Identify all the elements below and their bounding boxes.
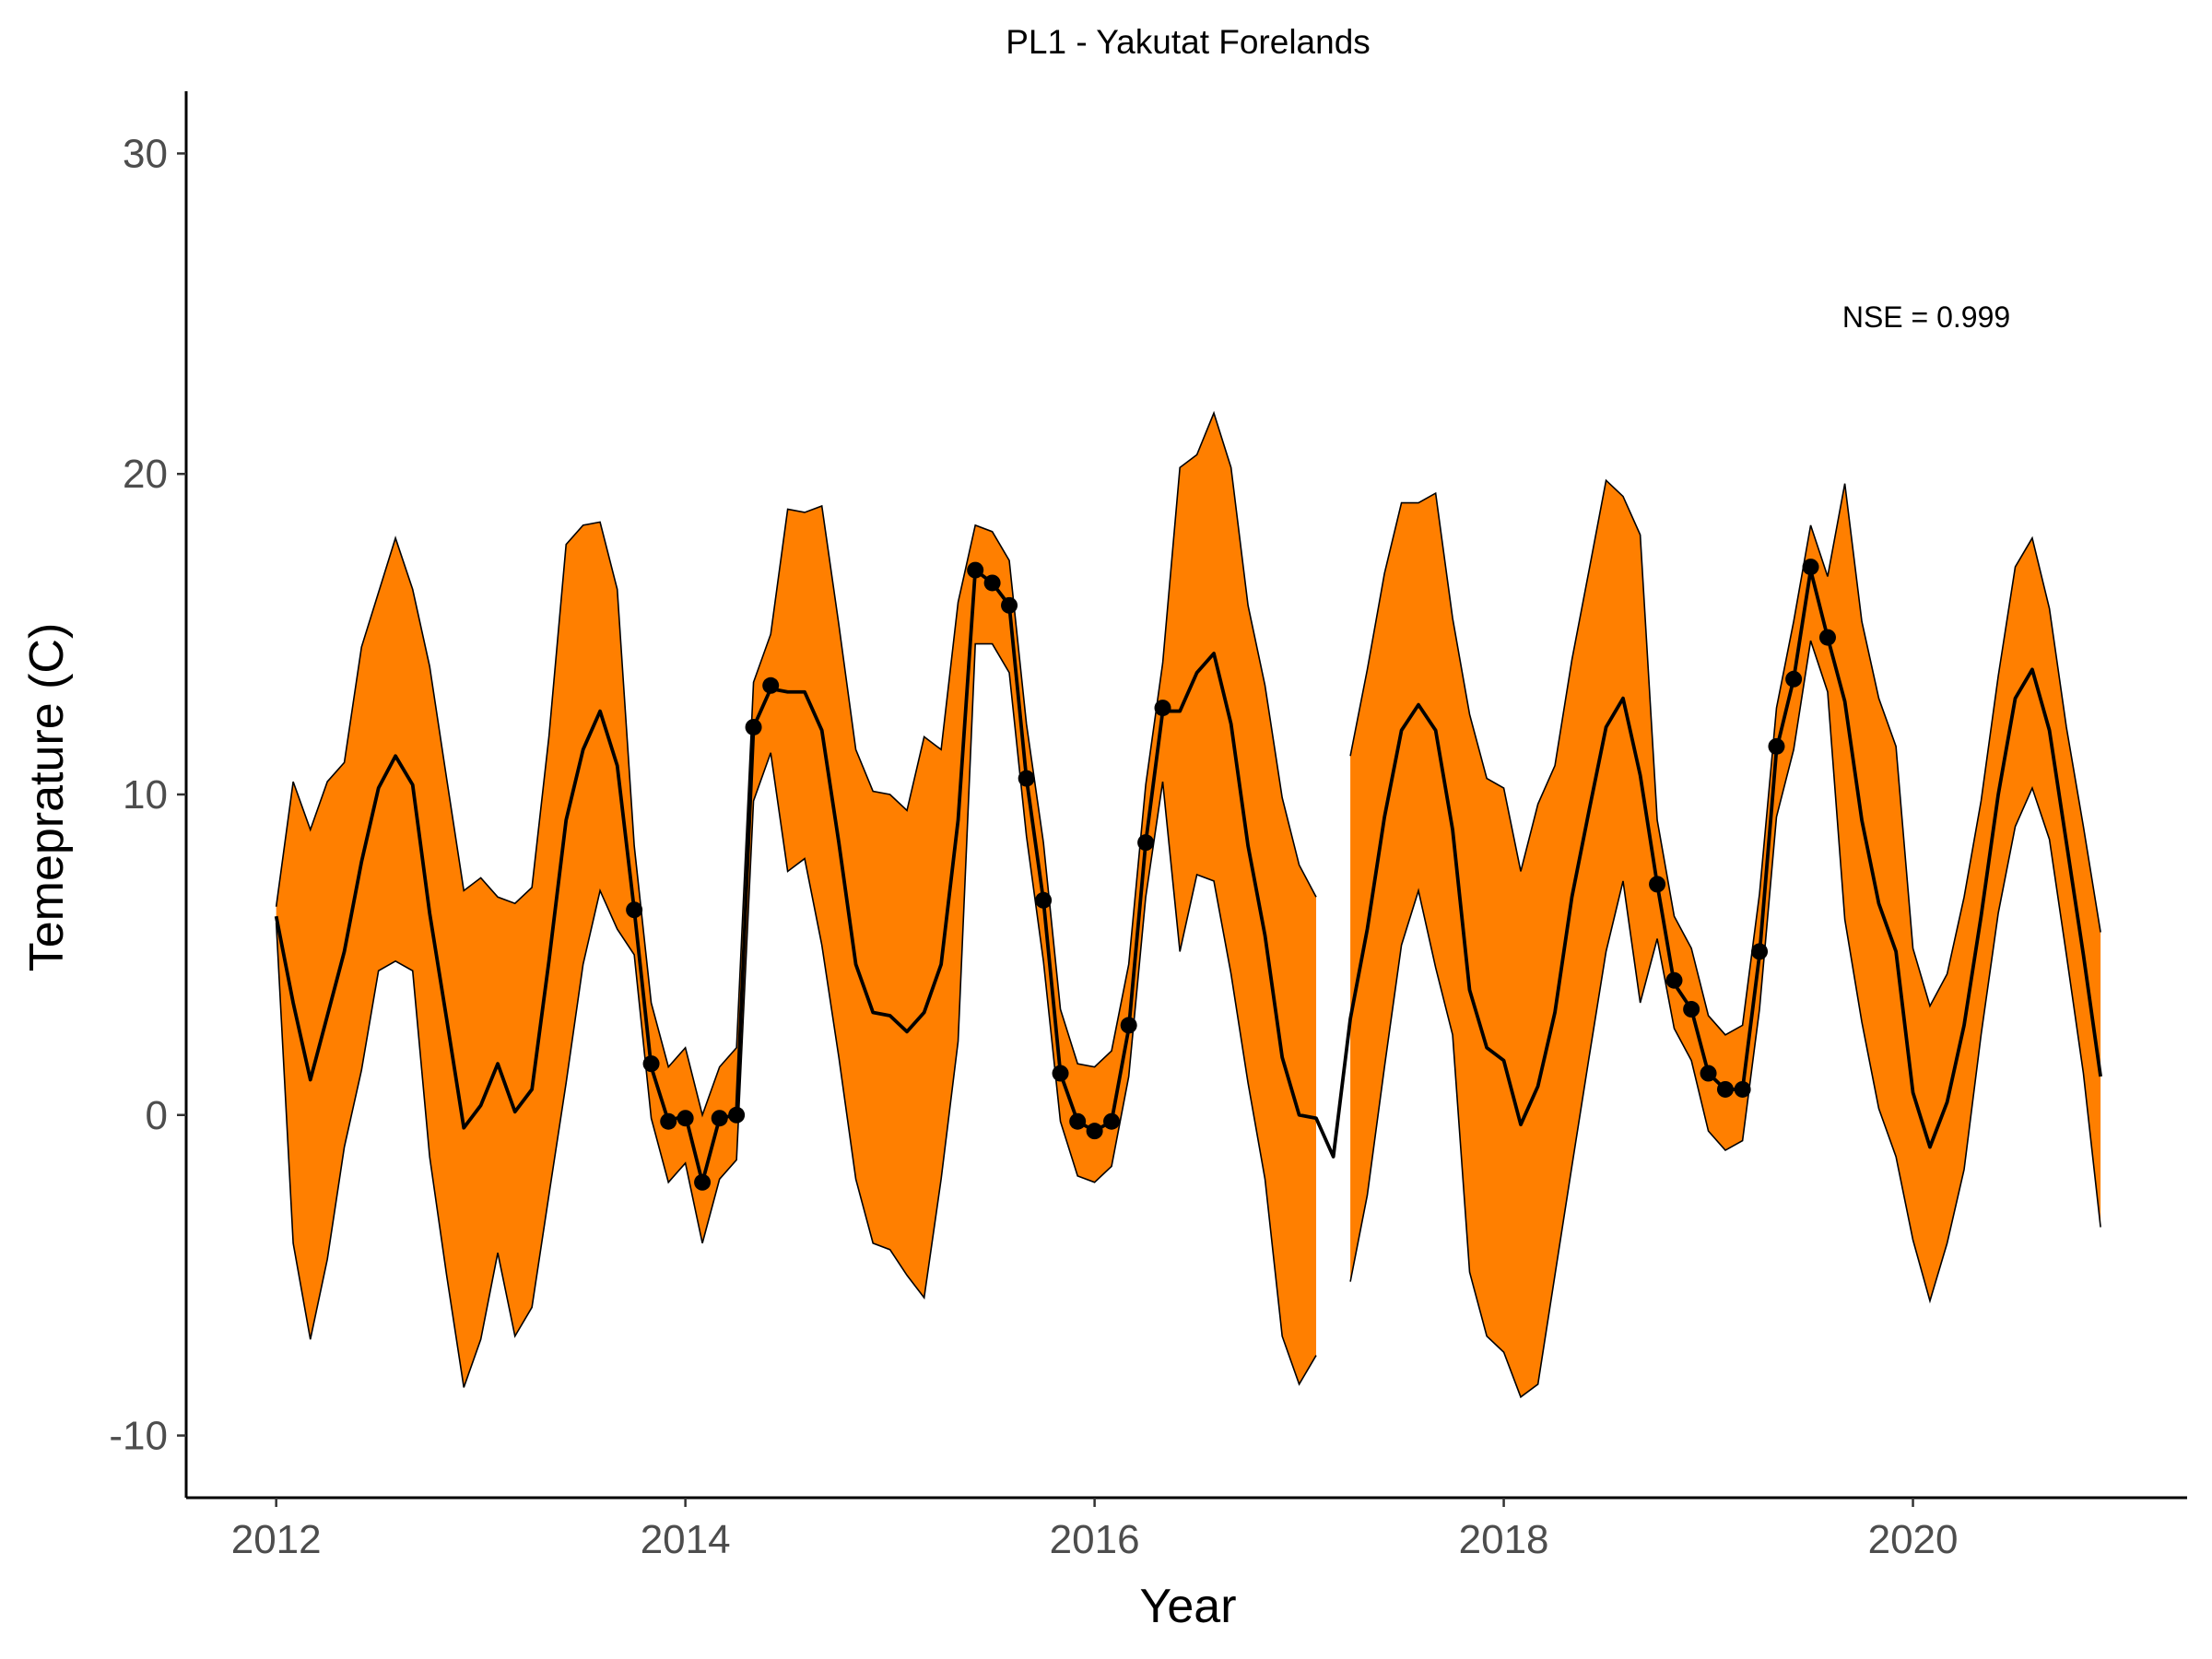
observed-point xyxy=(677,1110,694,1127)
observed-point xyxy=(1035,891,1053,909)
observed-point xyxy=(1018,770,1035,787)
observed-point xyxy=(983,574,1001,592)
observed-point xyxy=(1734,1080,1751,1098)
uncertainty-band xyxy=(276,413,1317,1388)
observed-point xyxy=(1069,1112,1087,1130)
annotation: NSE = 0.999 xyxy=(1842,300,2010,334)
observed-point xyxy=(1818,629,1836,646)
observed-point xyxy=(1716,1080,1734,1098)
chart-title: PL1 - Yakutat Forelands xyxy=(1006,23,1371,61)
band-edge-lower xyxy=(1349,640,2101,1399)
observed-point xyxy=(967,561,984,579)
band-edge-lower xyxy=(275,642,1317,1388)
x-tick-label: 2016 xyxy=(1050,1517,1140,1562)
x-tick-label: 2014 xyxy=(641,1517,731,1562)
observed-point xyxy=(1700,1065,1717,1082)
observed-point xyxy=(694,1173,712,1191)
x-tick-label: 2018 xyxy=(1459,1517,1549,1562)
observed-point xyxy=(1768,737,1785,755)
y-tick-label: -10 xyxy=(109,1414,168,1459)
observed-point xyxy=(1052,1065,1069,1082)
y-axis-title: Temeprature (C) xyxy=(20,623,74,972)
observed-point xyxy=(1120,1017,1137,1034)
observed-point xyxy=(762,677,780,694)
observed-point xyxy=(1649,876,1666,893)
observed-point xyxy=(1802,559,1819,576)
band-edge-upper xyxy=(1349,478,2101,1036)
observed-point xyxy=(745,718,762,735)
observed-point xyxy=(711,1110,728,1127)
observed-point xyxy=(1665,971,1683,989)
x-axis-title: Year xyxy=(1139,1580,1236,1633)
observed-point xyxy=(642,1055,660,1073)
observed-point xyxy=(1001,596,1018,614)
x-tick-label: 2012 xyxy=(231,1517,322,1562)
band-edge-upper xyxy=(275,410,1317,1118)
observed-point xyxy=(1751,943,1769,960)
observed-point xyxy=(1086,1123,1103,1140)
observed-point xyxy=(1154,700,1171,717)
model-line xyxy=(274,568,2102,1184)
observed-point xyxy=(1785,670,1803,688)
y-tick-label: 20 xyxy=(123,452,168,497)
x-tick-label: 2020 xyxy=(1868,1517,1959,1562)
observed-point xyxy=(660,1112,677,1130)
observed-point xyxy=(1683,1001,1700,1018)
observed-point xyxy=(1137,834,1155,852)
uncertainty-band xyxy=(1350,480,2101,1397)
observed-point xyxy=(626,901,643,919)
y-tick-label: 0 xyxy=(146,1093,168,1138)
observed-point xyxy=(728,1106,746,1124)
y-tick-label: 10 xyxy=(123,772,168,818)
observed-point xyxy=(1103,1112,1121,1130)
y-tick-label: 30 xyxy=(123,131,168,176)
